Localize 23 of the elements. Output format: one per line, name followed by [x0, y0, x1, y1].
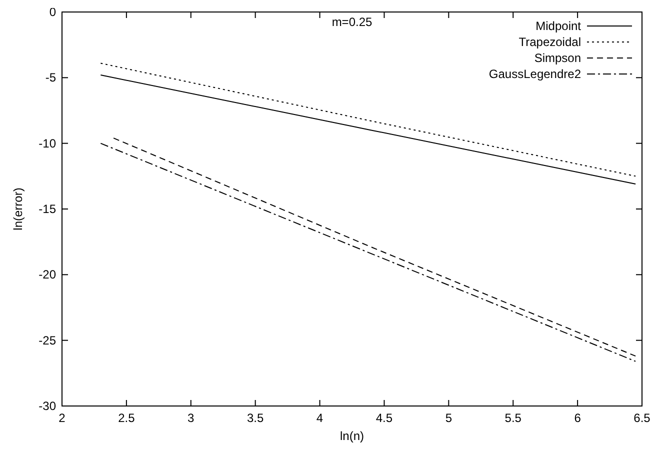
x-tick-label: 3 [188, 411, 195, 425]
legend-label: Simpson [534, 51, 581, 65]
x-tick-label: 3.5 [246, 411, 264, 425]
y-tick-label: -5 [45, 70, 56, 85]
y-tick-label: -10 [38, 136, 56, 150]
x-tick-label: 6.5 [634, 411, 651, 425]
x-tick-label: 6 [574, 411, 582, 425]
x-tick-label: 5.5 [504, 411, 522, 425]
y-tick-label: -25 [38, 333, 56, 348]
y-axis-title: ln(error) [11, 188, 25, 230]
x-axis-title: ln(n) [340, 429, 364, 443]
y-tick-label: -30 [38, 399, 56, 413]
legend-label: Midpoint [536, 19, 582, 33]
x-tick-label: 4.5 [376, 411, 393, 425]
legend-label: GaussLegendre2 [488, 67, 582, 81]
x-tick-label: 2 [58, 411, 66, 425]
y-tick-label: -20 [38, 268, 56, 282]
legend-label: Trapezoidal [518, 35, 581, 49]
x-tick-label: 5 [445, 411, 452, 425]
x-tick-label: 2.5 [118, 411, 136, 425]
y-tick-label: -15 [38, 202, 56, 216]
x-tick-label: 4 [316, 411, 324, 425]
chart-title: m=0.25 [332, 15, 373, 29]
